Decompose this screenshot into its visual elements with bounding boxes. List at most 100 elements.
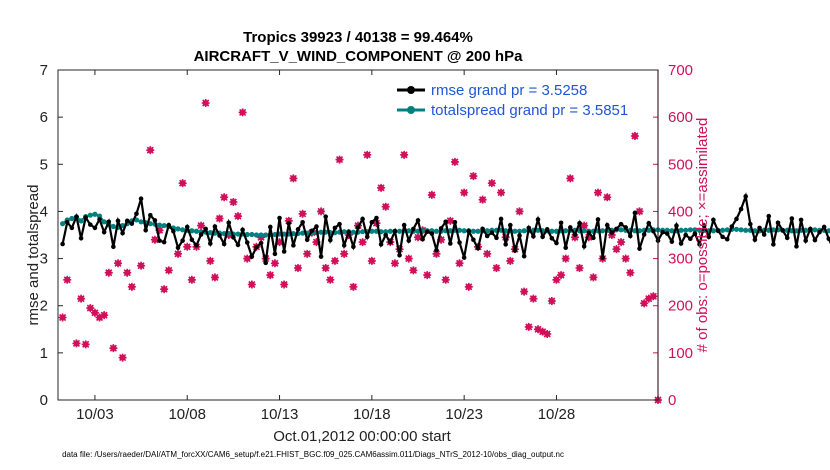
obs-count-point bbox=[114, 259, 122, 268]
rmse-point bbox=[711, 217, 716, 223]
y-tick-label: 0 bbox=[40, 392, 48, 409]
rmse-point bbox=[641, 232, 647, 237]
obs-count-point bbox=[160, 285, 169, 294]
rmse-point bbox=[351, 244, 356, 250]
rmse-point bbox=[544, 227, 550, 232]
totalspread-point bbox=[664, 227, 670, 233]
rmse-point bbox=[826, 236, 830, 242]
rmse-point bbox=[591, 235, 596, 241]
totalspread-point bbox=[687, 227, 693, 233]
obs-count-point bbox=[118, 353, 127, 362]
obs-possible-marker bbox=[548, 298, 555, 305]
legend: rmse grand pr = 3.5258 totalspread grand… bbox=[397, 82, 628, 119]
obs-count-point bbox=[520, 287, 529, 296]
rmse-point bbox=[92, 225, 98, 231]
rmse-point bbox=[600, 255, 605, 260]
obs-count-point bbox=[210, 273, 219, 282]
obs-possible-marker bbox=[442, 276, 449, 283]
obs-count-point bbox=[455, 259, 464, 268]
rmse-point bbox=[789, 216, 795, 221]
rmse-point bbox=[374, 215, 379, 221]
obs-count-point bbox=[201, 99, 210, 107]
rmse-point bbox=[166, 222, 172, 228]
y-tick-right-label: 700 bbox=[668, 62, 693, 79]
rmse-point bbox=[240, 227, 245, 233]
obs-possible-marker bbox=[558, 272, 565, 279]
obs-possible-marker bbox=[488, 180, 495, 187]
totalspread-point bbox=[193, 228, 200, 234]
rmse-point bbox=[628, 233, 633, 239]
rmse-point bbox=[784, 235, 790, 241]
obs-possible-marker bbox=[553, 276, 560, 283]
rmse-point bbox=[134, 211, 139, 217]
obs-count-point bbox=[312, 238, 321, 247]
rmse-point bbox=[521, 253, 527, 259]
totalspread-point bbox=[461, 228, 467, 234]
obs-possible-marker bbox=[576, 265, 583, 272]
obs-count-point bbox=[580, 221, 589, 230]
obs-possible-marker bbox=[451, 158, 458, 165]
obs-possible-marker bbox=[64, 276, 71, 283]
rmse-point bbox=[189, 237, 195, 243]
obs-possible-marker bbox=[627, 269, 634, 276]
obs-count-point bbox=[469, 172, 478, 181]
rmse-point bbox=[124, 218, 130, 224]
totalspread-point bbox=[249, 231, 255, 238]
totalspread-point bbox=[60, 221, 66, 227]
totalspread-point bbox=[512, 228, 518, 234]
rmse-point bbox=[623, 225, 628, 230]
rmse-point bbox=[323, 214, 328, 219]
x-tick-label: 10/13 bbox=[261, 406, 299, 423]
obs-count-point bbox=[404, 254, 413, 263]
rmse-point bbox=[231, 235, 236, 240]
rmse-point bbox=[194, 243, 199, 248]
rmse-point bbox=[148, 212, 153, 218]
obs-count-point bbox=[197, 221, 206, 230]
chart-title: Tropics 39923 / 40138 = 99.464% bbox=[243, 29, 473, 46]
obs-possible-marker bbox=[322, 265, 329, 272]
rmse-point bbox=[563, 245, 568, 251]
rmse-point bbox=[595, 217, 601, 222]
obs-count-point bbox=[220, 193, 229, 202]
obs-possible-marker bbox=[613, 246, 620, 253]
y-axis-left: 0 1 2 3 4 5 6 7 bbox=[40, 62, 63, 409]
rmse-point bbox=[332, 225, 338, 231]
rmse-point bbox=[115, 218, 121, 224]
rmse-point bbox=[249, 254, 255, 259]
obs-possible-marker bbox=[364, 151, 371, 158]
obs-possible-marker bbox=[105, 269, 112, 276]
obs-count-point bbox=[381, 202, 390, 211]
rmse-point bbox=[701, 223, 707, 228]
y-tick-label: 7 bbox=[40, 62, 48, 79]
rmse-point bbox=[411, 226, 416, 232]
obs-possible-marker bbox=[631, 133, 638, 140]
obs-possible-marker bbox=[188, 276, 195, 283]
rmse-point bbox=[678, 241, 684, 246]
rmse-point bbox=[748, 221, 753, 227]
rmse-point bbox=[503, 242, 508, 247]
obs-count-point bbox=[294, 264, 302, 272]
totalspread-point bbox=[87, 212, 93, 218]
obs-possible-marker bbox=[336, 156, 343, 163]
obs-count-point bbox=[326, 275, 335, 284]
totalspread-point bbox=[696, 227, 703, 233]
obs-possible-marker bbox=[184, 243, 191, 250]
rmse-point bbox=[78, 236, 84, 241]
totalspread-point bbox=[360, 229, 366, 235]
obs-count-point bbox=[390, 259, 399, 268]
totalspread-point bbox=[161, 222, 167, 229]
obs-possible-marker bbox=[295, 265, 302, 272]
rmse-point bbox=[88, 222, 93, 227]
obs-possible-marker bbox=[618, 239, 625, 246]
rmse-point bbox=[341, 243, 347, 248]
obs-possible-marker bbox=[73, 340, 80, 347]
rmse-point bbox=[420, 236, 425, 242]
rmse-point bbox=[632, 210, 638, 216]
rmse-point bbox=[281, 249, 287, 254]
rmse-point bbox=[674, 223, 679, 228]
totalspread-point bbox=[475, 228, 481, 234]
rmse-point bbox=[304, 237, 310, 243]
obs-count-point bbox=[464, 282, 473, 291]
obs-possible-marker bbox=[147, 147, 154, 154]
totalspread-point bbox=[738, 227, 744, 233]
